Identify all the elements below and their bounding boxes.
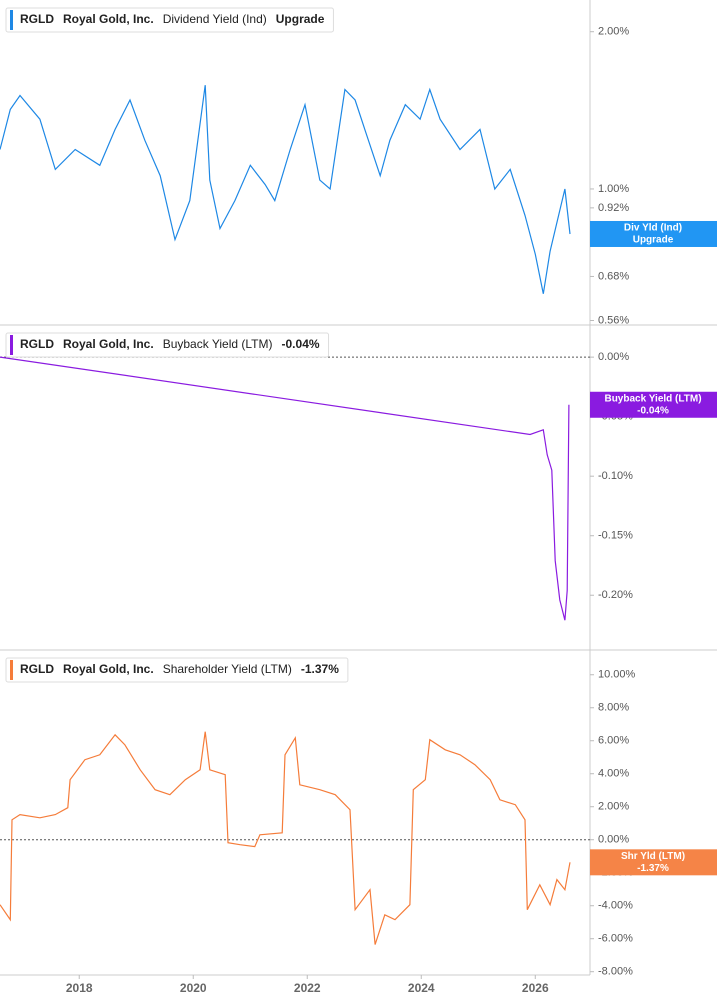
y-tick-label: 10.00% xyxy=(598,669,636,681)
legend-box xyxy=(5,332,330,358)
value-tag xyxy=(590,849,717,876)
value-tag-label: -1.37% xyxy=(637,863,669,874)
y-tick-label: 2.00% xyxy=(598,26,629,38)
legend-title: Buyback Yield (LTM) xyxy=(163,337,273,351)
y-tick-label: 0.00% xyxy=(598,834,629,846)
y-tick-label: 0.56% xyxy=(598,314,629,326)
value-tag xyxy=(590,220,717,247)
legend-company: Royal Gold, Inc. xyxy=(63,12,154,26)
series-line xyxy=(0,85,571,294)
value-tag-label: Div Yld (Ind) xyxy=(624,223,682,234)
series-line xyxy=(0,356,570,621)
legend-legend-value: Upgrade xyxy=(276,12,325,26)
legend-swatch xyxy=(10,335,13,355)
legend-legend-value: -1.37% xyxy=(301,662,339,676)
y-tick-label: 4.00% xyxy=(598,768,629,780)
y-tick-label: 0.00% xyxy=(598,351,629,363)
y-tick-label: -0.15% xyxy=(598,530,633,542)
y-tick-label: 0.68% xyxy=(598,270,629,282)
y-tick-label: -6.00% xyxy=(598,933,633,945)
y-tick-label: 0.92% xyxy=(598,202,629,214)
legend-box xyxy=(5,7,334,33)
y-tick-label: 6.00% xyxy=(598,735,629,747)
legend-ticker: RGLD xyxy=(20,12,54,26)
legend-title: Shareholder Yield (LTM) xyxy=(163,662,292,676)
legend-swatch xyxy=(10,10,13,30)
legend-title: Dividend Yield (Ind) xyxy=(163,12,267,26)
value-tag-label: Upgrade xyxy=(633,235,674,246)
y-tick-label: 8.00% xyxy=(598,702,629,714)
legend-ticker: RGLD xyxy=(20,662,54,676)
y-tick-label: -0.20% xyxy=(598,589,633,601)
legend: RGLD Royal Gold, Inc. Buyback Yield (LTM) -… xyxy=(5,332,330,358)
value-tag xyxy=(590,391,717,418)
value-tag-label: Buyback Yield (LTM) xyxy=(604,393,701,404)
x-tick-label: 2020 xyxy=(180,981,207,995)
y-tick-label: -0.10% xyxy=(598,470,633,482)
value-tag-label: Shr Yld (LTM) xyxy=(621,851,685,862)
legend-company: Royal Gold, Inc. xyxy=(63,662,154,676)
x-tick-label: 2018 xyxy=(66,981,93,995)
y-tick-label: -8.00% xyxy=(598,966,633,978)
legend-ticker: RGLD xyxy=(20,337,54,351)
legend: RGLD Royal Gold, Inc. Dividend Yield (Ind)… xyxy=(5,7,334,33)
legend-box xyxy=(5,657,349,683)
legend: RGLD Royal Gold, Inc. Shareholder Yield (L… xyxy=(5,657,349,683)
y-tick-label: -4.00% xyxy=(598,900,633,912)
y-tick-label: 2.00% xyxy=(598,801,629,813)
x-tick-label: 2022 xyxy=(294,981,321,995)
x-tick-label: 2026 xyxy=(522,981,549,995)
series-line xyxy=(0,731,571,945)
legend-company: Royal Gold, Inc. xyxy=(63,337,154,351)
y-tick-label: 1.00% xyxy=(598,183,629,195)
value-tag-label: -0.04% xyxy=(637,405,669,416)
legend-swatch xyxy=(10,660,13,680)
x-tick-label: 2024 xyxy=(408,981,435,995)
legend-legend-value: -0.04% xyxy=(282,337,320,351)
